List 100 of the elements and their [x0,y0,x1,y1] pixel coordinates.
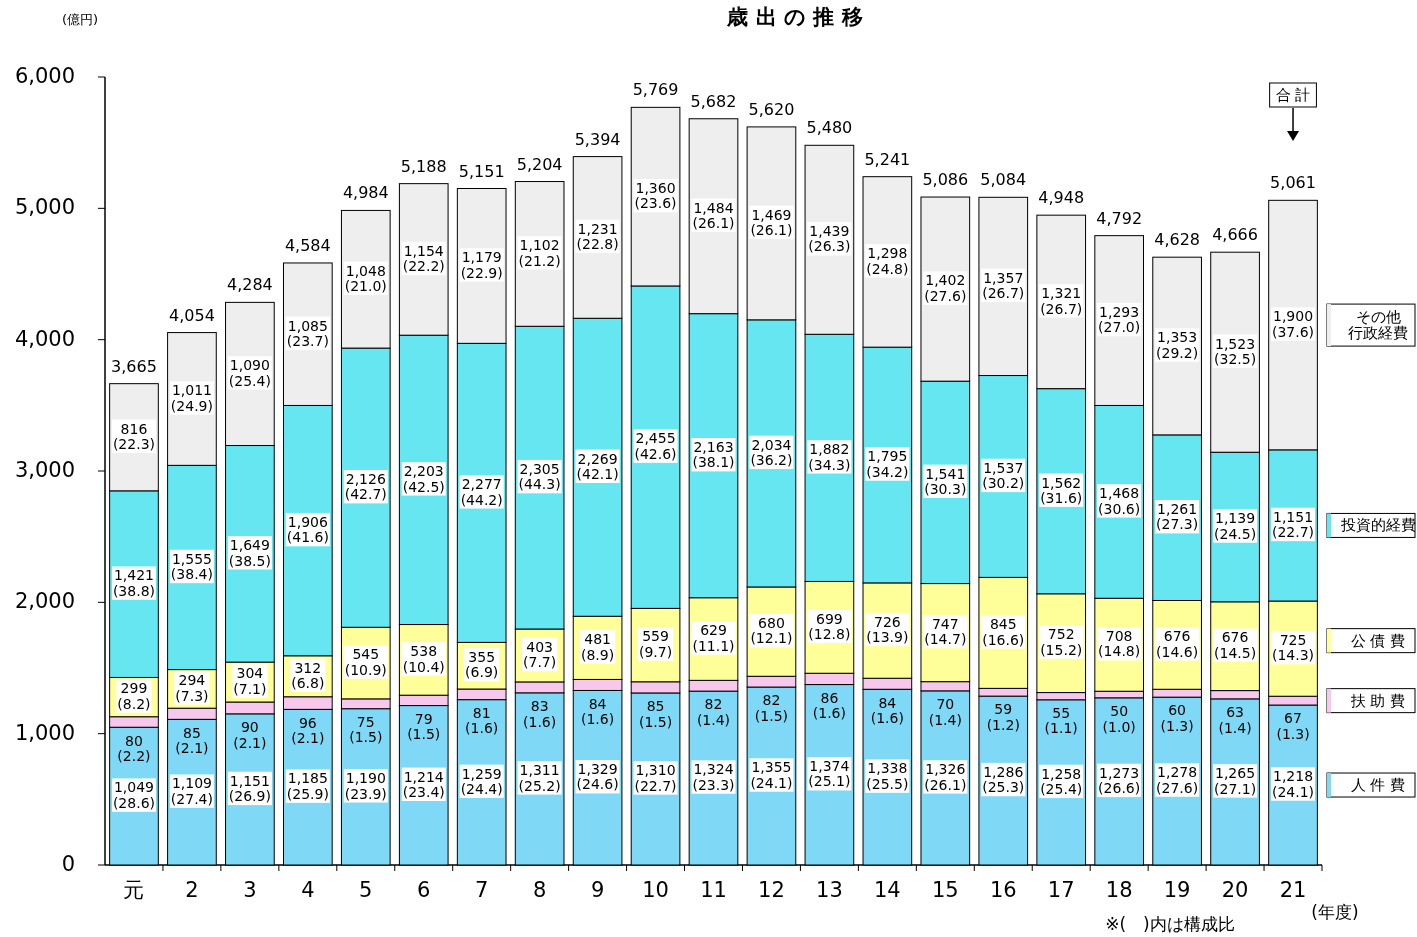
total-label: 5,769 [632,80,679,100]
data-label: 1,882 (34.3) [808,441,851,473]
data-label: 1,649 (38.5) [228,537,271,569]
x-axis-title: (年度) [1311,902,1359,922]
data-label: 1,231 (22.8) [576,220,619,253]
data-label: 1,484 (26.1) [692,199,735,231]
total-label: 4,584 [284,235,331,255]
data-label: 1,439 (26.3) [808,223,851,255]
data-label: 85 (2.1) [175,724,209,757]
data-label: 2,203 (42.5) [402,463,445,495]
data-label: 90 (2.1) [233,719,267,751]
data-label: 1,151 (26.9) [228,772,271,805]
data-label: 481 (8.9) [580,631,615,663]
data-label: 1,374 (25.1) [808,758,851,790]
data-label: 1,537 (30.2) [982,459,1025,492]
data-label: 1,469 (26.1) [750,206,793,239]
data-label: 81 (1.6) [465,704,499,737]
x-tick-label: 16 [989,878,1017,902]
legend-label: 人 件 費 [1350,775,1406,794]
data-label: 79 (1.5) [407,710,441,743]
data-label: 84 (1.6) [580,695,615,728]
data-label: 299 (8.2) [117,680,151,712]
data-label: 1,355 (24.1) [750,759,793,791]
data-label: 1,311 (25.2) [518,762,561,794]
data-label: 2,269 (42.1) [576,450,619,482]
total-label: 4,054 [169,305,215,325]
data-label: 63 (1.4) [1218,704,1252,736]
data-label: 845 (16.6) [982,616,1025,648]
total-label: 5,480 [806,118,853,138]
total-label: 4,792 [1096,208,1143,228]
data-label: 1,338 (25.5) [866,760,909,792]
data-label: 545 (10.9) [344,646,387,678]
data-label: 725 (14.3) [1271,631,1315,664]
x-tick-label: 13 [816,878,843,902]
x-tick-label: 20 [1221,878,1249,902]
data-label: 629 (11.1) [692,622,735,654]
data-label: 294 (7.3) [175,672,209,704]
data-label: 559 (9.7) [638,628,673,660]
data-label: 699 (12.8) [808,610,851,643]
data-label: 726 (13.9) [866,613,909,646]
total-label: 5,620 [748,99,795,119]
data-label: 67 (1.3) [1276,710,1310,742]
x-tick-label: 元 [123,878,145,902]
data-label: 1,360 (23.6) [634,179,677,212]
text: ※( )内は構成比 [1105,914,1235,934]
total-label: 5,061 [1270,173,1316,193]
data-label: 1,185 (25.9) [286,770,329,802]
data-label: 1,090 (25.4) [228,357,271,389]
x-tick-label: 17 [1047,878,1075,902]
total-label: 4,284 [226,275,273,295]
x-tick-label: 12 [758,878,785,902]
data-label: 60 (1.3) [1160,702,1194,734]
data-label: 1,261 (27.3) [1156,500,1199,533]
data-label: 747 (14.7) [924,615,967,648]
x-tick-label: 6 [417,878,431,902]
data-label: 538 (10.4) [402,643,445,675]
data-label: 1,795 (34.2) [866,448,909,480]
legend-label: 公 債 費 [1350,631,1406,650]
x-tick-label: 14 [873,878,901,902]
data-label: 2,305 (44.3) [518,460,561,493]
data-label: 312 (6.8) [291,659,325,691]
y-tick-label: 0 [61,852,75,876]
x-tick-label: 4 [301,878,315,902]
y-tick-label: 3,000 [14,458,75,482]
data-label: 1,190 (23.9) [344,770,387,802]
data-label: 304 (7.1) [233,665,267,697]
x-tick-label: 8 [532,878,547,902]
data-label: 1,324 (23.3) [692,761,735,793]
total-label: 5,151 [458,161,505,181]
data-label: 1,151 (22.7) [1271,508,1315,541]
data-label: 403 (7.7) [523,638,557,671]
data-label: 2,277 (44.2) [460,476,503,508]
data-label: 1,353 (29.2) [1156,329,1199,361]
data-label: 1,421 (38.8) [112,567,156,599]
data-label: 1,049 (28.6) [112,779,156,811]
data-label: 1,310 (22.7) [634,762,677,794]
data-label: 1,139 (24.5) [1214,510,1257,542]
data-label: 1,293 (27.0) [1098,303,1141,336]
y-tick-label: 2,000 [14,589,75,614]
legend-label: 投資的経費 [1339,515,1416,534]
data-label: 1,258 (25.4) [1040,765,1083,798]
total-label: 5,394 [574,129,621,149]
data-label: 1,085 (23.7) [286,317,329,349]
data-label: 1,273 (26.6) [1098,764,1141,797]
data-label: 1,179 (22.9) [460,249,503,281]
x-tick-label: 19 [1163,878,1191,902]
data-label: 1,109 (27.4) [170,775,213,807]
data-label: 752 (15.2) [1040,626,1083,658]
total-label: 4,666 [1212,225,1258,245]
data-label: 1,048 (21.0) [344,262,387,294]
data-label: 355 (6.9) [465,649,499,681]
data-label: 1,329 (24.6) [576,761,619,793]
data-label: 1,278 (27.6) [1156,764,1199,796]
y-axis-title: (億円) [62,12,99,27]
x-tick-label: 5 [359,878,373,902]
total-label: 5,086 [922,170,969,190]
data-label: 2,455 (42.6) [634,430,677,462]
total-label: 5,188 [400,156,447,176]
y-tick-label: 6,000 [14,64,75,88]
total-label: 4,948 [1038,188,1085,208]
